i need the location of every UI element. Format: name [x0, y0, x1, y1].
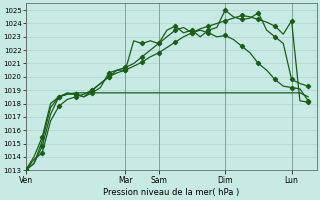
X-axis label: Pression niveau de la mer( hPa ): Pression niveau de la mer( hPa ) [103, 188, 239, 197]
